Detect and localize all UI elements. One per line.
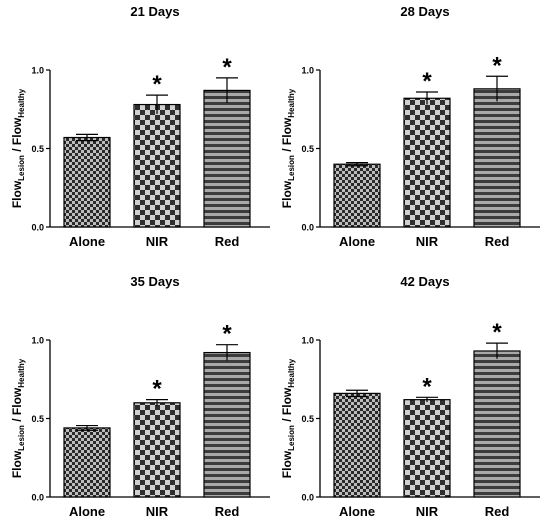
y-tick-label: 0.5 bbox=[31, 144, 44, 154]
y-tick-label: 0.5 bbox=[31, 414, 44, 424]
chart-panel-2: 35 Days 0.0 0.5 1.0 FlowLesion / FlowHealthy… bbox=[10, 274, 270, 519]
y-tick-label: 0.0 bbox=[31, 493, 44, 503]
bar-red bbox=[203, 351, 251, 498]
x-tick-label-nir: NIR bbox=[146, 504, 169, 519]
x-tick-label-alone: Alone bbox=[69, 504, 105, 519]
significance-marker: * bbox=[492, 52, 502, 79]
x-tick-label-nir: NIR bbox=[146, 234, 169, 249]
y-tick-label: 1.0 bbox=[301, 66, 314, 76]
y-tick-label: 0.0 bbox=[31, 223, 44, 233]
x-tick-label-red: Red bbox=[485, 504, 510, 519]
y-tick-label: 0.0 bbox=[301, 223, 314, 233]
y-axis-label: FlowLesion / FlowHealthy bbox=[280, 358, 296, 478]
y-tick-label: 1.0 bbox=[301, 336, 314, 346]
y-axis-label-mid: / Flow bbox=[280, 117, 294, 155]
y-axis-label-sub1: Lesion bbox=[17, 425, 26, 451]
y-axis-label-main: Flow bbox=[280, 180, 294, 208]
bar-alone bbox=[333, 392, 381, 498]
bar-alone bbox=[63, 427, 111, 498]
chart-title: 35 Days bbox=[130, 274, 179, 289]
y-axis-label-main: Flow bbox=[280, 450, 294, 478]
bar-red bbox=[473, 88, 521, 228]
x-tick-label-alone: Alone bbox=[339, 504, 375, 519]
y-axis-label-sub2: Healthy bbox=[17, 88, 26, 117]
significance-marker: * bbox=[492, 319, 502, 346]
significance-marker: * bbox=[152, 376, 162, 403]
bar-nir bbox=[403, 97, 451, 228]
chart-panel-3: 42 Days 0.0 0.5 1.0 FlowLesion / FlowHealthy… bbox=[280, 274, 540, 519]
y-axis-label-sub1: Lesion bbox=[17, 155, 26, 181]
chart-title: 21 Days bbox=[130, 4, 179, 19]
significance-marker: * bbox=[422, 68, 432, 95]
bar-nir bbox=[403, 399, 451, 498]
bar-alone bbox=[63, 136, 111, 228]
chart-panel-0: 21 Days 0.0 0.5 1.0 FlowLesion / FlowHealthy… bbox=[10, 4, 270, 249]
y-axis-label-sub1: Lesion bbox=[287, 425, 296, 451]
y-axis-label-sub2: Healthy bbox=[287, 88, 296, 117]
bar-red bbox=[473, 350, 521, 498]
y-axis-label-sub2: Healthy bbox=[17, 358, 26, 387]
bar-red bbox=[203, 89, 251, 228]
significance-marker: * bbox=[222, 321, 232, 348]
y-axis-label: FlowLesion / FlowHealthy bbox=[10, 358, 26, 478]
y-axis-label-mid: / Flow bbox=[10, 387, 24, 425]
x-tick-label-alone: Alone bbox=[339, 234, 375, 249]
bar-alone bbox=[333, 163, 381, 228]
bar-nir bbox=[133, 402, 181, 498]
x-tick-label-red: Red bbox=[215, 234, 240, 249]
chart-panel-1: 28 Days 0.0 0.5 1.0 FlowLesion / FlowHealthy… bbox=[280, 4, 540, 249]
y-tick-label: 0.0 bbox=[301, 493, 314, 503]
y-tick-label: 1.0 bbox=[31, 336, 44, 346]
chart-title: 42 Days bbox=[400, 274, 449, 289]
y-axis-label: FlowLesion / FlowHealthy bbox=[280, 88, 296, 208]
y-tick-label: 0.5 bbox=[301, 144, 314, 154]
significance-marker: * bbox=[422, 373, 432, 400]
x-tick-label-red: Red bbox=[485, 234, 510, 249]
x-tick-label-alone: Alone bbox=[69, 234, 105, 249]
y-axis-label-sub1: Lesion bbox=[287, 155, 296, 181]
significance-marker: * bbox=[152, 71, 162, 98]
y-axis-label: FlowLesion / FlowHealthy bbox=[10, 88, 26, 208]
y-axis-label-main: Flow bbox=[10, 180, 24, 208]
x-tick-label-red: Red bbox=[215, 504, 240, 519]
significance-marker: * bbox=[222, 54, 232, 81]
bar-nir bbox=[133, 103, 181, 228]
y-axis-label-main: Flow bbox=[10, 450, 24, 478]
x-tick-label-nir: NIR bbox=[416, 234, 439, 249]
y-axis-label-sub2: Healthy bbox=[287, 358, 296, 387]
x-tick-label-nir: NIR bbox=[416, 504, 439, 519]
y-axis-label-mid: / Flow bbox=[280, 387, 294, 425]
y-axis-label-mid: / Flow bbox=[10, 117, 24, 155]
y-tick-label: 0.5 bbox=[301, 414, 314, 424]
y-tick-label: 1.0 bbox=[31, 66, 44, 76]
chart-title: 28 Days bbox=[400, 4, 449, 19]
